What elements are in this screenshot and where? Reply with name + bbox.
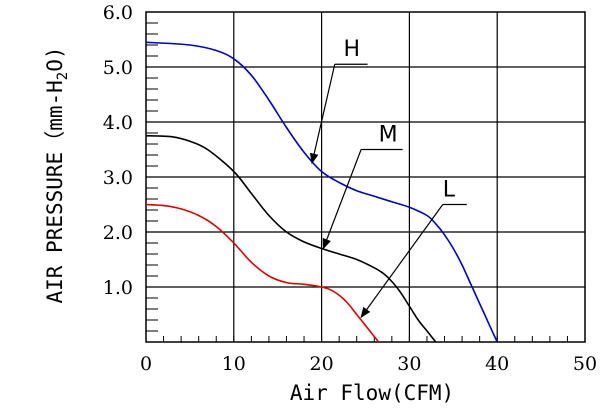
x-axis-title: Air Flow(CFM)	[290, 381, 454, 405]
y-axis-title: AIR PRESSURE（mm-H2O)	[43, 46, 71, 303]
x-tick-label-0: 0	[140, 353, 152, 375]
callouts: H M L	[309, 37, 467, 319]
callout-arrow-h	[309, 64, 336, 165]
x-tick-label-20: 20	[310, 353, 334, 375]
curve-label-h: H	[344, 37, 361, 62]
x-tick-label-10: 10	[222, 353, 246, 375]
y-axis-title-end: O)	[43, 46, 67, 71]
callout-arrow-m	[322, 149, 362, 250]
y-tick-label-2: 2.0	[103, 222, 133, 244]
callout-m: M	[322, 122, 403, 250]
plot-frame	[145, 11, 586, 343]
y-tick-label-1: 1.0	[103, 277, 133, 299]
curve-label-l: L	[443, 177, 456, 202]
y-tick-label-3: 3.0	[103, 167, 133, 189]
tick-labels: 0 10 20 30 40 50 1.0 2.0 3.0 4.0 5.0 6.0	[103, 2, 597, 375]
curve-label-m: M	[379, 122, 398, 147]
callout-arrow-l	[360, 204, 444, 319]
callout-l: L	[360, 177, 467, 319]
y-tick-label-5: 5.0	[103, 57, 133, 79]
callout-h: H	[309, 37, 368, 165]
series	[145, 41, 498, 343]
y-axis-title-subscript: 2	[55, 72, 71, 80]
y-tick-label-6: 6.0	[103, 2, 133, 24]
grid	[146, 12, 585, 342]
series-line-m	[145, 135, 437, 343]
x-tick-label-40: 40	[485, 353, 509, 375]
y-tick-label-4: 4.0	[103, 112, 133, 134]
x-tick-label-50: 50	[573, 353, 597, 375]
x-tick-label-30: 30	[397, 353, 421, 375]
series-line-h	[145, 41, 498, 343]
series-line-l	[145, 203, 380, 343]
y-axis-title-main: AIR PRESSURE（mm-H	[43, 80, 67, 303]
